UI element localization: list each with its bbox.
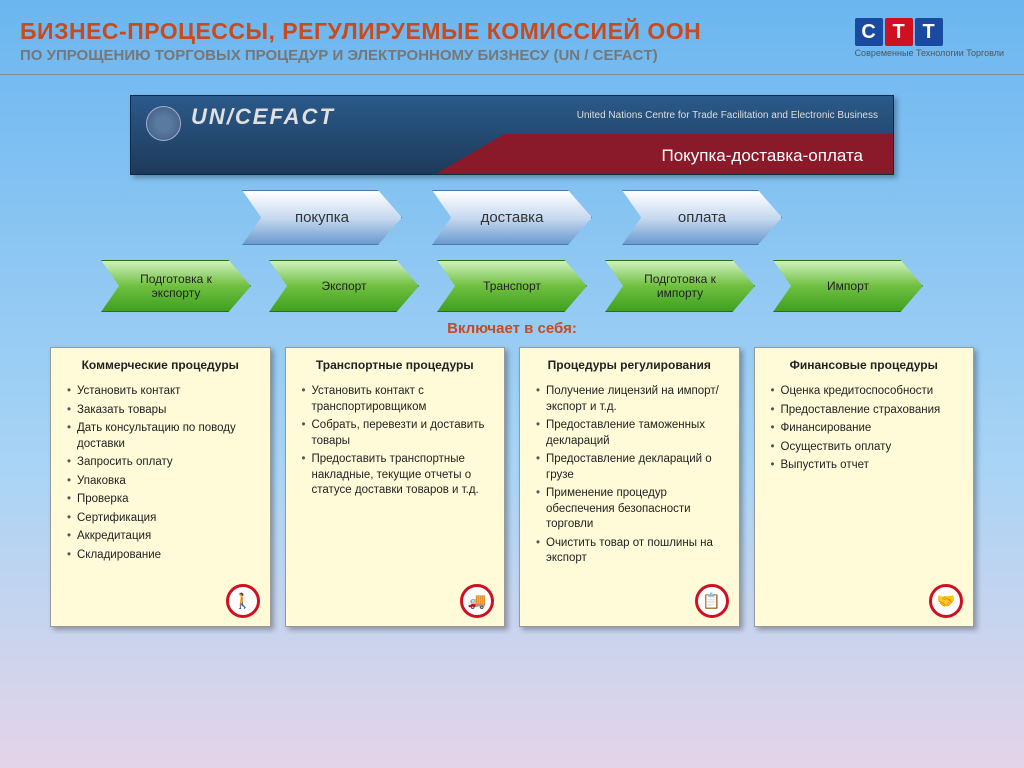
stage-arrow: оплата <box>622 190 782 245</box>
list-item: Сертификация <box>67 511 258 527</box>
procedure-card: Коммерческие процедуры Установить контакт… <box>50 347 271 627</box>
page-title: БИЗНЕС-ПРОЦЕССЫ, РЕГУЛИРУЕМЫЕ КОМИССИЕЙ … <box>20 18 855 45</box>
logo-letter: Т <box>915 18 943 46</box>
header: БИЗНЕС-ПРОЦЕССЫ, РЕГУЛИРУЕМЫЕ КОМИССИЕЙ … <box>0 0 1024 75</box>
list-item: Аккредитация <box>67 529 258 545</box>
card-title: Транспортные процедуры <box>298 358 493 372</box>
page-subtitle: ПО УПРОЩЕНИЮ ТОРГОВЫХ ПРОЦЕДУР И ЭЛЕКТРО… <box>20 47 855 64</box>
title-block: БИЗНЕС-ПРОЦЕССЫ, РЕГУЛИРУЕМЫЕ КОМИССИЕЙ … <box>20 18 855 64</box>
list-item: Очистить товар от пошлины на экспорт <box>536 536 727 567</box>
substage-arrow: Подготовка к импорту <box>605 260 755 312</box>
list-item: Предоставление деклараций о грузе <box>536 452 727 483</box>
card-list: Получение лицензий на импорт/экспорт и т… <box>532 384 727 567</box>
list-item: Применение процедур обеспечения безопасн… <box>536 486 727 533</box>
card-icon: 📋 <box>695 584 729 618</box>
list-item: Установить контакт с транспортировщиком <box>302 384 493 415</box>
list-item: Упаковка <box>67 474 258 490</box>
un-emblem-icon <box>146 106 181 141</box>
green-arrow-row: Подготовка к экспорту Экспорт Транспорт Под… <box>0 260 1024 312</box>
card-title: Процедуры регулирования <box>532 358 727 372</box>
card-title: Коммерческие процедуры <box>63 358 258 372</box>
logo-letter: С <box>855 18 883 46</box>
list-item: Дать консультацию по поводу доставки <box>67 421 258 452</box>
list-item: Заказать товары <box>67 403 258 419</box>
list-item: Запросить оплату <box>67 455 258 471</box>
card-icon: 🚚 <box>460 584 494 618</box>
stage-arrow: покупка <box>242 190 402 245</box>
substage-arrow: Импорт <box>773 260 923 312</box>
list-item: Предоставление страхования <box>771 403 962 419</box>
card-list: Установить контакт с транспортировщикомС… <box>298 384 493 499</box>
stage-arrow: доставка <box>432 190 592 245</box>
substage-arrow: Экспорт <box>269 260 419 312</box>
substage-arrow: Транспорт <box>437 260 587 312</box>
list-item: Проверка <box>67 492 258 508</box>
substage-arrow: Подготовка к экспорту <box>101 260 251 312</box>
list-item: Предоставить транспортные накладные, тек… <box>302 452 493 499</box>
procedure-card: Финансовые процедуры Оценка кредитоспособ… <box>754 347 975 627</box>
list-item: Оценка кредитоспособности <box>771 384 962 400</box>
card-icon: 🚶 <box>226 584 260 618</box>
banner-tagline: United Nations Centre for Trade Facilita… <box>577 110 878 121</box>
logo-boxes: СТТ <box>855 18 1004 46</box>
list-item: Складирование <box>67 548 258 564</box>
list-item: Осуществить оплату <box>771 440 962 456</box>
card-list: Установить контакт Заказать товары Дать ко… <box>63 384 258 563</box>
list-item: Собрать, перевезти и доставить товары <box>302 418 493 449</box>
logo-caption: Современные Технологии Торговли <box>855 48 1004 58</box>
list-item: Финансирование <box>771 421 962 437</box>
uncefact-banner: UN/CEFACT United Nations Centre for Trad… <box>130 95 894 175</box>
procedure-card: Процедуры регулирования Получение лицензи… <box>519 347 740 627</box>
logo-letter: Т <box>885 18 913 46</box>
card-title: Финансовые процедуры <box>767 358 962 372</box>
ctt-logo: СТТ Современные Технологии Торговли <box>855 18 1004 58</box>
includes-label: Включает в себя: <box>0 320 1024 337</box>
procedure-card: Транспортные процедуры Установить контакт… <box>285 347 506 627</box>
blue-arrow-row: покупка доставка оплата <box>0 190 1024 245</box>
banner-heading: UN/CEFACT <box>191 104 335 130</box>
procedure-cards: Коммерческие процедуры Установить контакт… <box>0 342 1024 632</box>
list-item: Получение лицензий на импорт/экспорт и т… <box>536 384 727 415</box>
card-list: Оценка кредитоспособности Предоставление … <box>767 384 962 474</box>
list-item: Предоставление таможенных деклараций <box>536 418 727 449</box>
banner-label: Покупка-доставка-оплата <box>661 146 863 166</box>
list-item: Выпустить отчет <box>771 458 962 474</box>
card-icon: 🤝 <box>929 584 963 618</box>
list-item: Установить контакт <box>67 384 258 400</box>
